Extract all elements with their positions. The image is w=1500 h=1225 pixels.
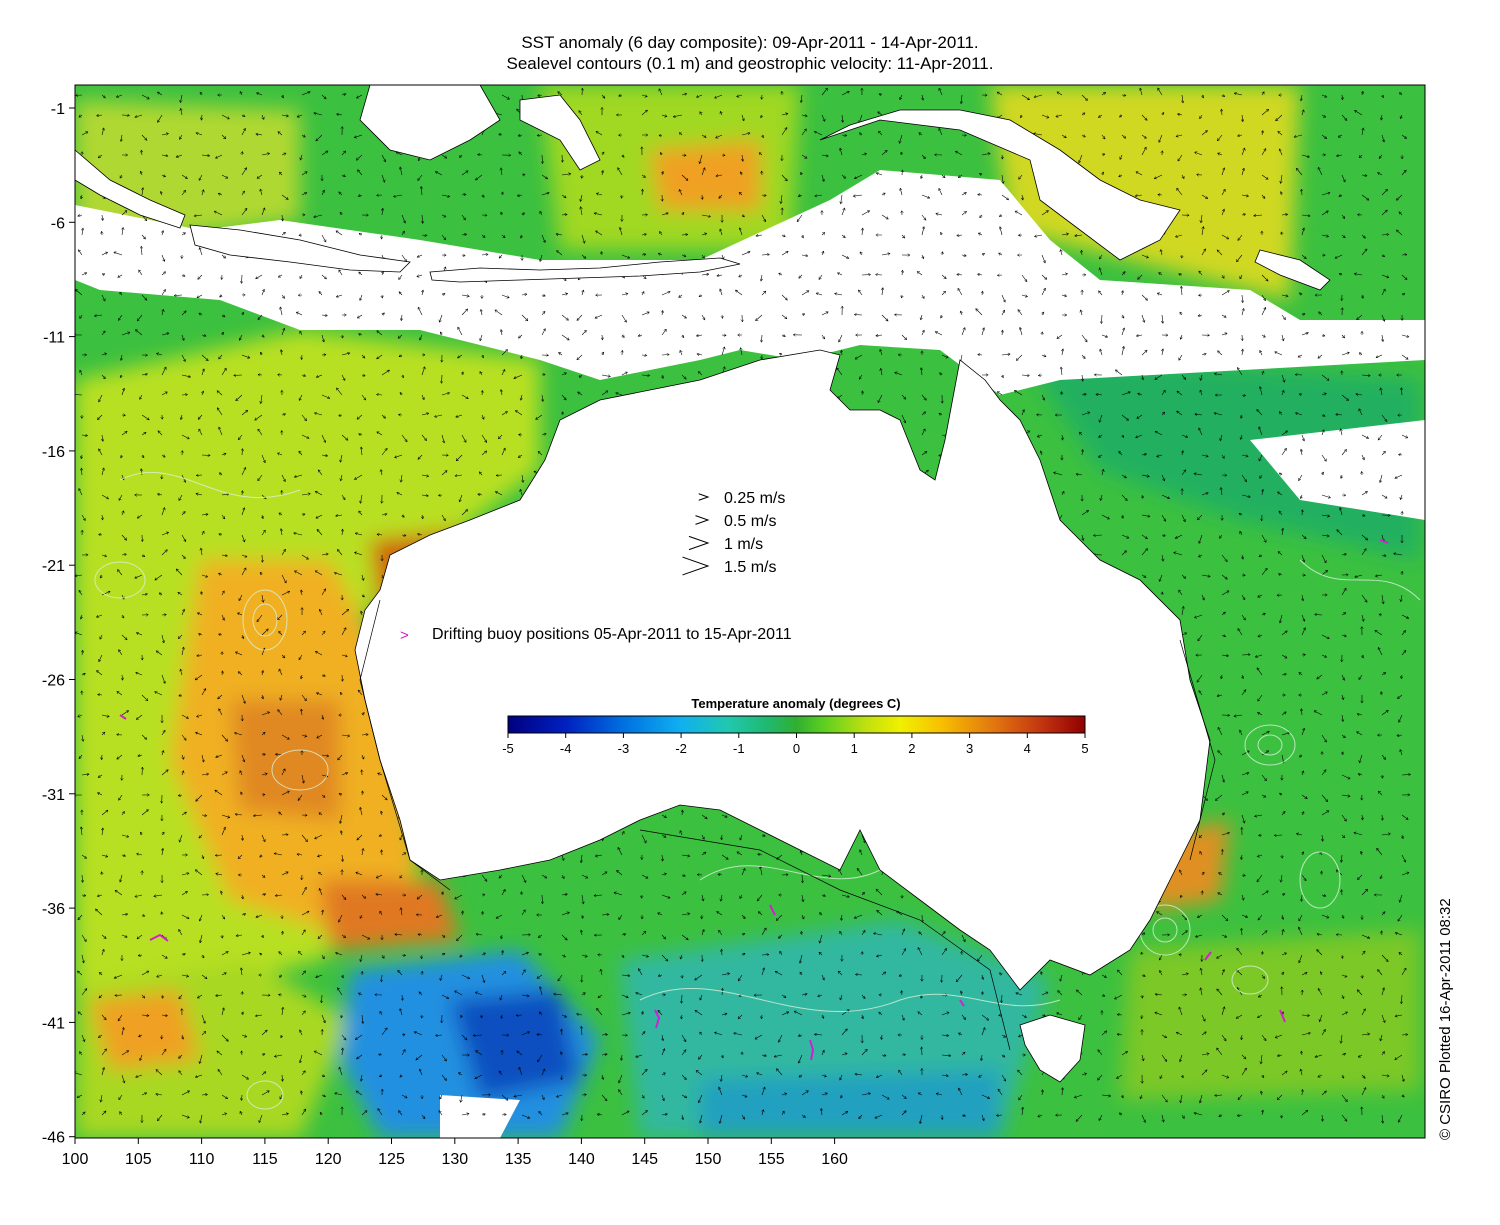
colorbar-tick-label: 3 [966, 741, 973, 756]
y-tick-label: -1 [51, 101, 65, 118]
colorbar-tick-label: -3 [618, 741, 630, 756]
colorbar-tick-label: -4 [560, 741, 572, 756]
y-tick-label: -16 [42, 444, 65, 461]
australia-landmass [354, 349, 1211, 991]
velocity-legend-arrow [682, 556, 710, 576]
y-tick-label: -21 [42, 558, 65, 575]
velocity-legend-arrow [695, 515, 710, 525]
x-tick-label: 155 [758, 1151, 785, 1168]
sumatra-landmass [75, 149, 186, 229]
x-tick-label: 120 [315, 1151, 342, 1168]
x-tick-label: 125 [378, 1151, 405, 1168]
solomon-islands [1254, 249, 1331, 291]
colorbar-tick-label: -1 [733, 741, 745, 756]
java-landmass [189, 224, 411, 273]
x-tick-label: 150 [695, 1151, 722, 1168]
colorbar-tick-label: 4 [1024, 741, 1031, 756]
velocity-legend-label: 1.5 m/s [724, 559, 776, 576]
y-tick-label: -46 [42, 1130, 65, 1147]
velocity-legend-label: 1 m/s [724, 536, 763, 553]
lesser-sunda-islands [429, 257, 741, 283]
y-tick-label: -11 [43, 330, 65, 347]
credit-text: © CSIRO Plotted 16-Apr-2011 08:32 [1437, 898, 1454, 1140]
y-axis: -1 -6 -11 -16 -21 -26 -31 -36 -41 -46 [42, 101, 75, 1147]
colorbar-tick-label: -5 [502, 741, 514, 756]
y-tick-label: -36 [42, 901, 65, 918]
buoy-legend: > Drifting buoy positions 05-Apr-2011 to… [400, 626, 792, 644]
colorbar-title: Temperature anomaly (degrees C) [691, 696, 900, 711]
borneo-landmass [359, 85, 501, 161]
cloud-mask [75, 170, 1425, 1138]
colorbar-tick-label: -2 [675, 741, 687, 756]
buoy-tracks [119, 539, 1389, 1061]
colorbar-tick-label: 5 [1081, 741, 1088, 756]
buoy-legend-symbol: > [400, 627, 409, 644]
x-tick-label: 105 [125, 1151, 152, 1168]
velocity-legend-label: 0.25 m/s [724, 490, 785, 507]
colorbar-ticks: -5 -4 -3 -2 -1 0 1 2 3 4 5 [502, 733, 1089, 756]
colorbar: Temperature anomaly (degrees C) -5 -4 -3 -2… [502, 696, 1088, 756]
y-tick-label: -26 [42, 673, 65, 690]
buoy-legend-label: Drifting buoy positions 05-Apr-2011 to 1… [432, 626, 792, 643]
tasmania-landmass [1019, 1014, 1086, 1083]
plot-frame [74, 84, 1426, 1139]
colorbar-tick-label: 2 [908, 741, 915, 756]
x-tick-label: 100 [62, 1151, 89, 1168]
x-tick-label: 110 [189, 1151, 215, 1168]
colorbar-tick-label: 0 [793, 741, 800, 756]
velocity-legend: 0.25 m/s 0.5 m/s 1 m/s 1.5 m/s [682, 490, 785, 576]
title-line-1: SST anomaly (6 day composite): 09-Apr-20… [521, 33, 979, 52]
colorbar-tick-label: 1 [851, 741, 858, 756]
x-tick-label: 115 [252, 1151, 278, 1168]
x-tick-label: 140 [568, 1151, 595, 1168]
sulawesi-landmass [519, 94, 601, 171]
velocity-legend-arrow [698, 493, 710, 501]
x-tick-label: 145 [631, 1151, 658, 1168]
velocity-legend-arrow [688, 535, 710, 551]
colorbar-gradient [507, 715, 1086, 734]
shelf-isobath [359, 599, 1216, 1051]
title-line-2: Sealevel contours (0.1 m) and geostrophi… [506, 54, 994, 73]
x-tick-label: 130 [441, 1151, 468, 1168]
x-tick-label: 160 [821, 1151, 848, 1168]
y-tick-label: -31 [42, 787, 65, 804]
y-tick-label: -41 [42, 1015, 65, 1032]
x-axis: 100 105 110 115 120 125 130 135 140 145 150 155 160 [62, 1138, 848, 1168]
x-tick-label: 135 [505, 1151, 532, 1168]
new-guinea-landmass [819, 109, 1181, 261]
velocity-legend-label: 0.5 m/s [724, 513, 776, 530]
y-tick-label: -6 [51, 215, 65, 232]
